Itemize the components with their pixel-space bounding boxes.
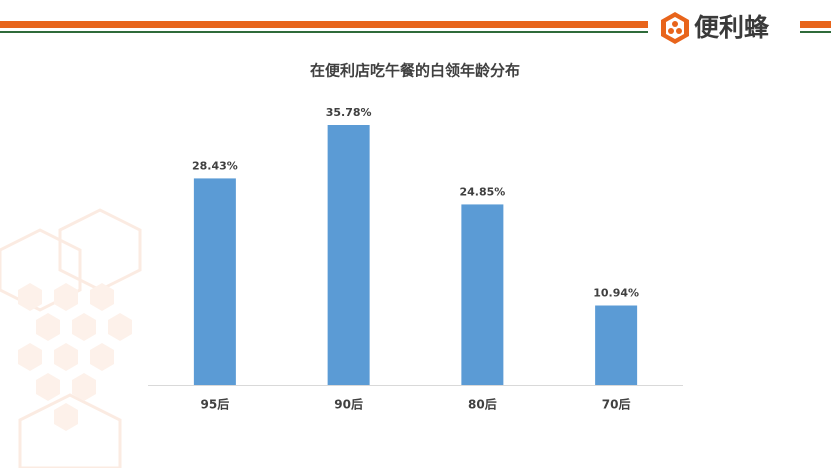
- header-line: [0, 31, 648, 33]
- value-label: 35.78%: [326, 106, 372, 119]
- background-pattern: [0, 208, 142, 468]
- header-stripe: [0, 21, 648, 28]
- x-tick-label: 70后: [602, 397, 631, 412]
- x-tick-label: 95后: [201, 397, 230, 412]
- logo-icon: [661, 12, 689, 44]
- bar: [595, 305, 638, 385]
- bar: [193, 178, 236, 385]
- bar: [461, 204, 504, 385]
- value-label: 28.43%: [192, 159, 238, 172]
- value-label: 24.85%: [459, 185, 505, 198]
- brand-name: 便利蜂: [694, 13, 770, 42]
- chart-title: 在便利店吃午餐的白领年龄分布: [310, 62, 520, 80]
- value-label: 10.94%: [593, 287, 639, 300]
- header-stripe: [800, 21, 831, 28]
- x-tick-label: 80后: [468, 397, 497, 412]
- hex-cells: [18, 283, 132, 431]
- x-tick-label: 90后: [334, 397, 363, 412]
- header-line: [800, 31, 831, 33]
- bar: [327, 125, 370, 385]
